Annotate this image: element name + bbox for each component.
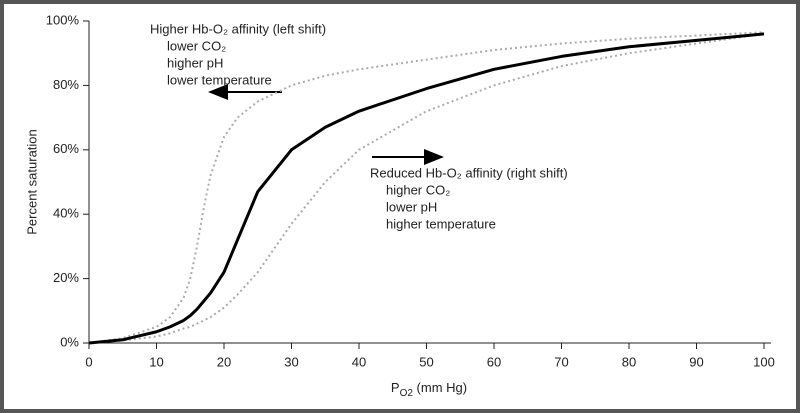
y-tick-label: 20%: [53, 270, 79, 285]
x-tick-label: 100: [753, 354, 775, 369]
x-label-sub: O2: [400, 388, 414, 399]
annotation-line: lower CO₂: [167, 38, 226, 53]
x-tick-label: 30: [284, 354, 298, 369]
x-tick-label: 20: [217, 354, 231, 369]
y-tick-label: 0%: [60, 334, 79, 349]
x-label-base: P: [391, 380, 400, 395]
x-tick-label: 80: [622, 354, 636, 369]
x-label-rest: (mm Hg): [413, 380, 467, 395]
annotation-title: Reduced Hb-O₂ affinity (right shift): [370, 165, 568, 180]
y-tick-label: 100%: [46, 12, 80, 27]
curve: [88, 32, 765, 344]
x-tick-label: 10: [149, 354, 163, 369]
x-tick-label: 90: [689, 354, 703, 369]
y-axis-label: Percent saturation: [24, 129, 39, 235]
x-tick-label: 40: [352, 354, 366, 369]
y-tick-label: 60%: [53, 141, 79, 156]
annotation-line: higher temperature: [386, 216, 496, 231]
annotation-line: lower temperature: [167, 72, 272, 87]
annotation-line: higher pH: [167, 55, 223, 70]
x-tick-label: 0: [85, 354, 92, 369]
y-tick-label: 40%: [53, 206, 79, 221]
annotation-line: lower pH: [386, 199, 437, 214]
annotation-line: higher CO₂: [386, 182, 450, 197]
x-tick-label: 60: [487, 354, 501, 369]
curve: [88, 32, 765, 345]
x-tick-label: 70: [554, 354, 568, 369]
x-tick-label: 50: [419, 354, 433, 369]
x-axis-label: PO2 (mm Hg): [391, 380, 467, 398]
y-tick-label: 80%: [53, 77, 79, 92]
annotation-title: Higher Hb-O₂ affinity (left shift): [150, 21, 326, 36]
